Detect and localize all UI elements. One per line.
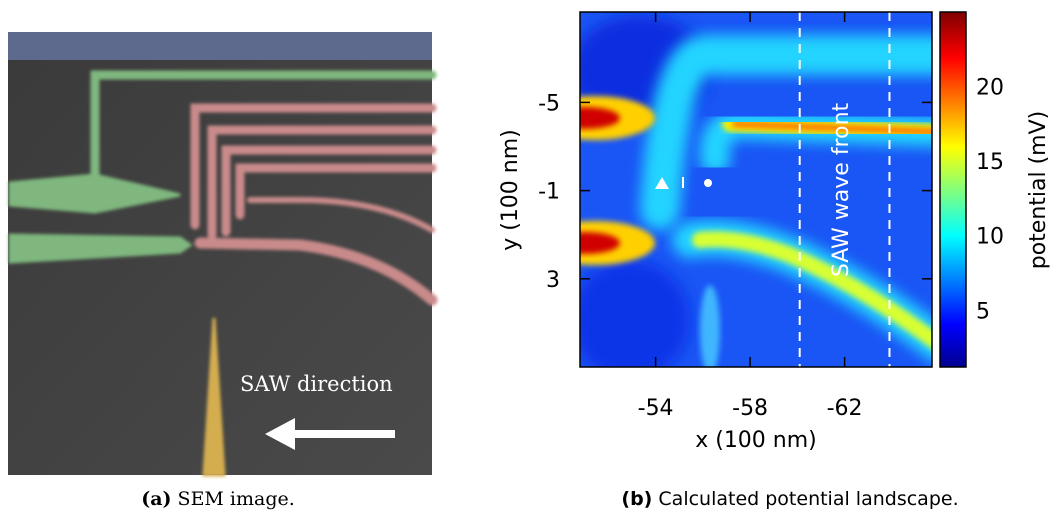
- caption-tag: (a): [141, 488, 171, 510]
- sem-image: [8, 32, 438, 477]
- y-tick-label: -5: [538, 91, 560, 116]
- x-tick-label: -58: [732, 396, 768, 421]
- caption-tag: (b): [621, 488, 652, 510]
- colorbar-tick-label: 20: [976, 76, 1004, 101]
- colorbar-tick-label: 10: [976, 225, 1004, 250]
- annotation: SAW wave front: [829, 102, 854, 277]
- colorbar-label: potential (mV): [1026, 111, 1051, 270]
- y-axis-label: y (100 nm): [498, 129, 523, 251]
- caption: (a) SEM image.: [141, 488, 295, 510]
- x-tick-label: -54: [638, 396, 674, 421]
- caption-text: Calculated potential landscape.: [658, 488, 958, 510]
- caption-text: SEM image.: [178, 488, 295, 510]
- x-axis-label: x (100 nm): [695, 428, 817, 453]
- plot-frame: [579, 11, 933, 368]
- colorbar-tick-label: 15: [976, 150, 1004, 175]
- colorbar: [939, 11, 967, 368]
- heatmap: [580, 12, 932, 367]
- x-tick-label: -62: [827, 396, 863, 421]
- y-tick-label: -1: [538, 180, 560, 205]
- image-label: SAW direction: [240, 372, 393, 396]
- plot-marks: -54 -58 -62 -5 -1 3 5 10 15 20: [538, 12, 1004, 421]
- caption: (b) Calculated potential landscape.: [621, 488, 958, 510]
- y-tick-label: 3: [546, 268, 560, 293]
- colorbar-tick-label: 5: [976, 299, 990, 324]
